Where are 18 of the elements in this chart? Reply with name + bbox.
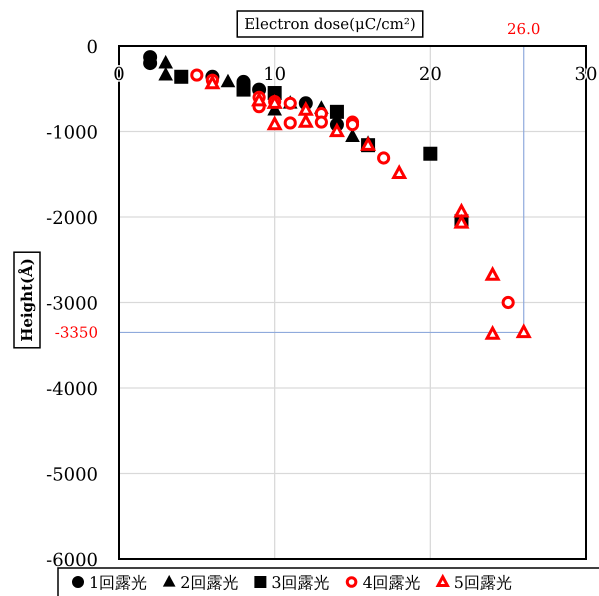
x-tick-label: 20 (418, 64, 442, 85)
legend-label: 3回露光 (271, 573, 330, 592)
y-tick-label: -3000 (46, 294, 98, 314)
legend-label: 1回露光 (89, 573, 148, 592)
y-tick-label: -6000 (46, 550, 98, 571)
y-tick-label: -4000 (46, 379, 98, 400)
y-tick-label: -5000 (46, 464, 98, 486)
x-tick-label: 10 (263, 64, 286, 85)
y-tick-label: 0 (86, 37, 98, 58)
ref-line-label: -3350 (54, 323, 98, 342)
legend-label: 2回露光 (180, 573, 238, 592)
y-tick-label: -1000 (46, 122, 98, 144)
y-axis-title: Height(Å) (18, 258, 36, 342)
legend-label: 4回露光 (362, 573, 421, 592)
x-axis-title: Electron dose(μC/cm²) (244, 15, 416, 33)
legend-label: 5回露光 (454, 573, 512, 592)
ref-line-label: 26.0 (507, 20, 540, 38)
y-tick-label: -2000 (46, 208, 98, 229)
